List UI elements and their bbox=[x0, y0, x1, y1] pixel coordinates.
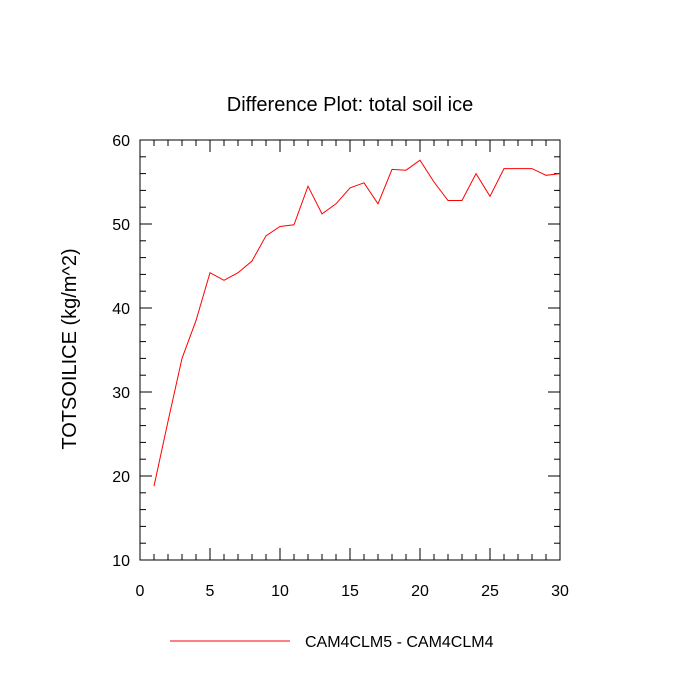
y-tick-label: 50 bbox=[112, 217, 130, 234]
x-tick-label: 20 bbox=[411, 583, 429, 600]
chart-title: Difference Plot: total soil ice bbox=[227, 94, 473, 116]
y-tick-label: 20 bbox=[112, 469, 130, 486]
series-line bbox=[153, 159, 561, 487]
x-tick-label: 30 bbox=[551, 583, 569, 600]
y-tick-label: 30 bbox=[112, 385, 130, 402]
x-tick-label: 25 bbox=[481, 583, 499, 600]
y-tick-label: 60 bbox=[112, 133, 130, 150]
legend-label: CAM4CLM5 - CAM4CLM4 bbox=[305, 634, 494, 651]
y-tick-label: 10 bbox=[112, 553, 130, 570]
plot-frame bbox=[139, 139, 561, 561]
y-tick-label: 40 bbox=[112, 301, 130, 318]
x-tick-label: 0 bbox=[136, 583, 145, 600]
x-tick-label: 15 bbox=[341, 583, 359, 600]
y-axis-label: TOTSOILICE (kg/m^2) bbox=[59, 248, 81, 449]
x-tick-label: 10 bbox=[271, 583, 289, 600]
x-tick-label: 5 bbox=[206, 583, 215, 600]
